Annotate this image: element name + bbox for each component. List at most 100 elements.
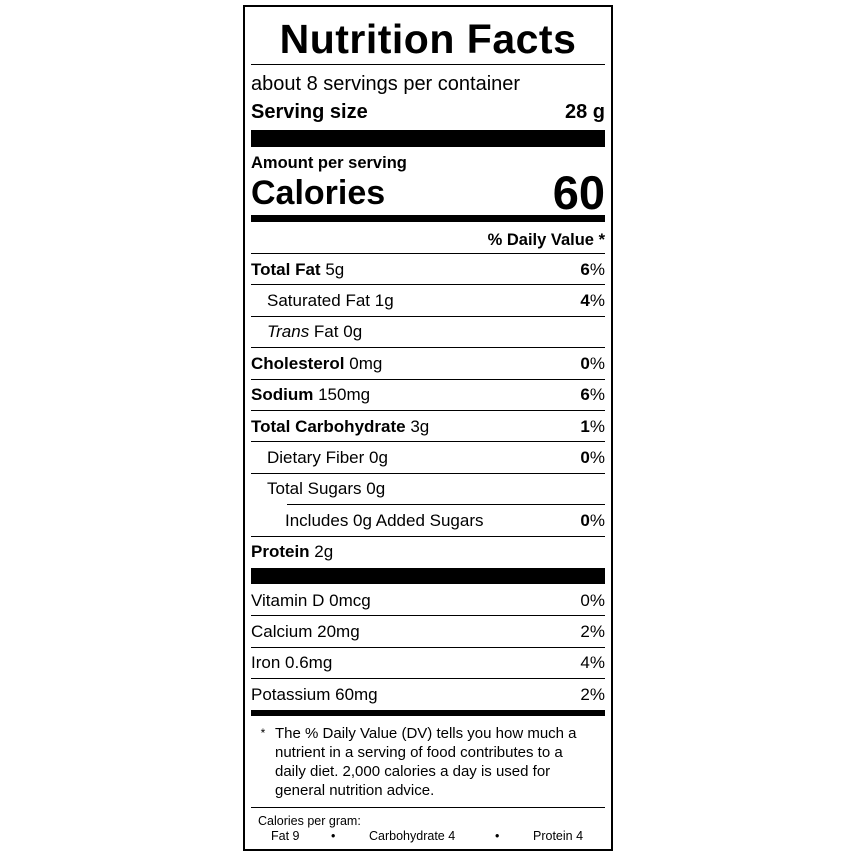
nutrient-label: Includes 0g Added Sugars xyxy=(285,510,484,530)
divider xyxy=(251,347,605,349)
footnote-star: * xyxy=(260,726,266,740)
divider xyxy=(251,315,605,317)
vitamin-label: Potassium xyxy=(251,684,331,704)
nutrient-amount: 150mg xyxy=(318,385,371,405)
divider xyxy=(287,504,605,506)
vitamin-amount: 60mg xyxy=(335,684,378,704)
vitamin-row: Vitamin D 0mcg 0% xyxy=(251,585,605,616)
nutrient-row: Dietary Fiber 0g 0% xyxy=(251,442,605,473)
nutrient-row: Trans Fat 0g xyxy=(251,317,605,348)
divider xyxy=(251,284,605,286)
dv-header-text: % Daily Value * xyxy=(487,231,605,249)
divider xyxy=(251,615,605,617)
nutrient-row: Total Sugars 0g xyxy=(251,474,605,505)
nutrient-amount: 0g xyxy=(366,479,386,499)
nutrient-label: Sodium xyxy=(251,385,314,405)
nutrient-name: Total Fat 5g xyxy=(251,260,344,280)
vitamin-label: Iron xyxy=(251,653,281,673)
footnote: * The % Daily Value (DV) tells you how m… xyxy=(251,724,605,800)
nutrient-name: Includes 0g Added Sugars xyxy=(285,511,483,531)
divider xyxy=(251,678,605,680)
nutrient-dv: 4% xyxy=(580,290,605,310)
nutrient-dv: 1% xyxy=(580,416,605,436)
vitamin-amount: 0mcg xyxy=(329,590,371,610)
nutrient-dv: 0% xyxy=(580,447,605,467)
vitamin-name: Potassium 60mg xyxy=(251,685,378,705)
nutrient-name: Cholesterol 0mg xyxy=(251,354,382,374)
nutrient-row: Sodium 150mg 6% xyxy=(251,380,605,411)
divider xyxy=(251,807,605,808)
vitamin-name: Calcium 20mg xyxy=(251,622,360,642)
vitamin-row: Potassium 60mg 2% xyxy=(251,679,605,710)
calories-per-gram-protein: Protein 4 xyxy=(533,829,584,843)
nutrient-amount: 3g xyxy=(410,416,430,436)
amount-per-serving-text: Amount per serving xyxy=(251,154,407,172)
vitamin-row: Iron 0.6mg 4% xyxy=(251,648,605,679)
nutrient-name: Trans Fat 0g xyxy=(267,322,362,342)
vitamin-amount: 20mg xyxy=(317,621,360,641)
bullet: • xyxy=(331,829,336,843)
nutrition-facts-label: Nutrition Facts about 8 servings per con… xyxy=(243,5,613,851)
nutrient-name: Saturated Fat 1g xyxy=(267,291,394,311)
nutrient-amount: 0g xyxy=(369,447,388,467)
calories-label: Calories xyxy=(251,174,386,212)
nutrient-label: Cholesterol xyxy=(251,353,345,373)
thick-bar xyxy=(251,568,605,584)
dv-header: % Daily Value * xyxy=(251,229,605,251)
vitamin-label: Vitamin D xyxy=(251,590,325,610)
nutrient-row: Cholesterol 0mg 0% xyxy=(251,348,605,379)
divider xyxy=(251,535,605,537)
calories-row: Calories 60 xyxy=(251,166,605,219)
nutrient-name: Protein 2g xyxy=(251,542,333,562)
divider xyxy=(251,410,605,411)
serving-size: Serving size 28 g xyxy=(251,101,605,123)
nutrient-row: Includes 0g Added Sugars 0% xyxy=(251,505,605,536)
medium-bar xyxy=(251,710,605,716)
nutrient-name: Total Sugars 0g xyxy=(267,479,385,499)
nutrient-label: Saturated Fat xyxy=(267,290,371,310)
serving-size-value: 28 g xyxy=(564,101,605,123)
nutrient-name: Total Carbohydrate 3g xyxy=(251,417,429,437)
vitamin-name: Iron 0.6mg xyxy=(251,653,332,673)
serving-size-label: Serving size xyxy=(251,101,368,123)
nutrient-row: Protein 2g xyxy=(251,537,605,568)
label-title: Nutrition Facts xyxy=(279,16,577,62)
dv-value: 0 xyxy=(580,510,590,530)
dv-value: 4 xyxy=(580,290,590,310)
bullet: • xyxy=(495,829,500,843)
nutrient-label: Total Fat xyxy=(251,259,321,279)
medium-bar xyxy=(251,215,605,222)
nutrient-row: Total Fat 5g 6% xyxy=(251,254,605,285)
vitamin-dv: 2% xyxy=(580,621,605,641)
calories-per-gram-carbohydrate: Carbohydrate 4 xyxy=(369,829,456,843)
servings-text: about 8 servings per container xyxy=(251,73,521,95)
nutrient-row: Total Carbohydrate 3g 1% xyxy=(251,411,605,442)
divider xyxy=(251,64,605,65)
vitamin-dv: 0% xyxy=(580,590,605,610)
nutrient-amount: 1g xyxy=(374,290,394,310)
nutrient-amount: 0g xyxy=(343,322,363,342)
divider xyxy=(251,646,605,648)
amount-per-serving: Amount per serving xyxy=(251,152,605,174)
nutrient-dv: 6% xyxy=(580,259,605,279)
nutrient-dv: 0% xyxy=(580,353,605,373)
nutrient-row: Saturated Fat 1g 4% xyxy=(251,285,605,316)
divider xyxy=(251,253,605,254)
nutrient-label: Trans xyxy=(267,322,310,342)
nutrient-label: Total Sugars xyxy=(267,479,362,499)
vitamin-row: Calcium 20mg 2% xyxy=(251,616,605,647)
dv-value: 0 xyxy=(580,447,590,467)
nutrient-label: Dietary Fiber xyxy=(267,447,365,467)
nutrient-amount: 0mg xyxy=(349,353,383,373)
nutrient-label: Total Carbohydrate xyxy=(251,416,406,436)
dv-value: 6 xyxy=(580,259,590,279)
calories-value: 60 xyxy=(552,166,605,219)
nutrient-name: Sodium 150mg xyxy=(251,385,370,405)
footnote-text: The % Daily Value (DV) tells you how muc… xyxy=(275,725,577,799)
nutrient-label: Protein xyxy=(251,542,310,562)
vitamin-dv: 4% xyxy=(580,653,605,673)
vitamin-amount: 0.6mg xyxy=(285,653,333,673)
calories-per-gram-label: Calories per gram: xyxy=(258,814,361,828)
nutrient-name: Dietary Fiber 0g xyxy=(267,448,388,468)
divider xyxy=(251,472,605,474)
